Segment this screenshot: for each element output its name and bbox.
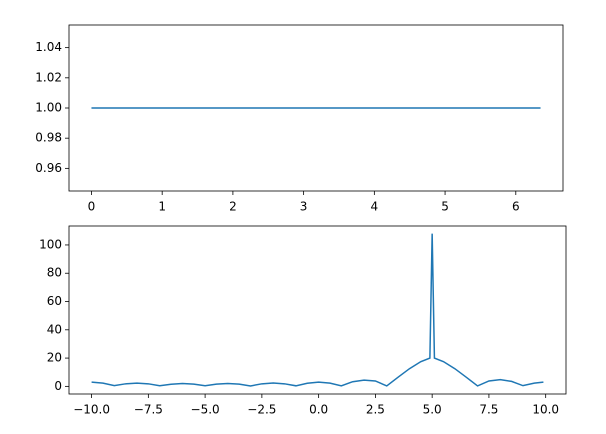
x-tick-label: −5.0 [191,403,220,417]
x-tick-label: −10.0 [73,403,110,417]
y-tick-label: 1.04 [35,40,62,54]
y-tick-label: 40 [47,322,62,336]
x-tick-label: 0.0 [309,403,328,417]
x-tick-label: 2 [229,200,237,214]
x-tick-label: 6 [512,200,520,214]
x-tick-label: 0 [88,200,96,214]
y-tick-label: 60 [47,294,62,308]
x-tick-label: −7.5 [134,403,163,417]
x-tick-label: 7.5 [479,403,498,417]
x-tick-label: 10.0 [532,403,559,417]
y-tick-label: 80 [47,266,62,280]
y-tick-label: 0.96 [35,161,62,175]
x-tick-label: 4 [371,200,379,214]
y-tick-label: 0 [54,379,62,393]
x-tick-label: 1 [158,200,166,214]
y-tick-label: 100 [39,237,62,251]
axes-frame [68,24,564,192]
y-tick-label: 20 [47,351,62,365]
x-tick-label: 5 [441,200,449,214]
x-tick-label: 2.5 [366,403,385,417]
y-tick-label: 1.02 [35,70,62,84]
x-tick-label: 3 [300,200,308,214]
y-tick-label: 1.00 [35,101,62,115]
y-tick-label: 0.98 [35,131,62,145]
line-series [91,233,544,387]
x-tick-label: −2.5 [247,403,276,417]
x-tick-label: 5.0 [423,403,442,417]
axes-frame [68,225,567,395]
